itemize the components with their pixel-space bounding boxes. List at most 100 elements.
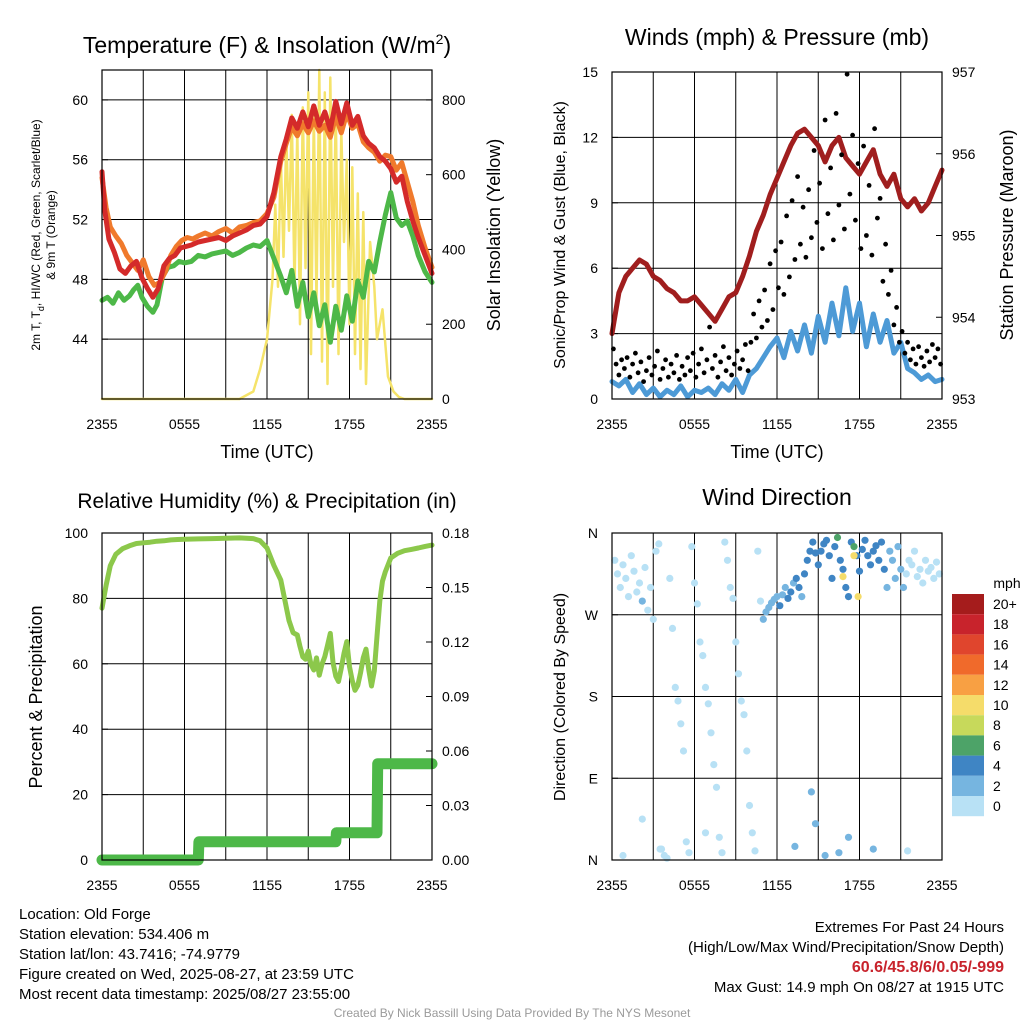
direction-point — [839, 565, 847, 573]
colorbar-label: 4 — [993, 758, 1001, 774]
gust-point — [820, 246, 825, 252]
direction-point — [897, 565, 905, 573]
direction-point — [745, 801, 754, 810]
gust-point — [908, 357, 913, 363]
direction-point — [787, 588, 795, 596]
colorbar-swatch — [952, 715, 984, 736]
y-tick-label-left: 9 — [590, 195, 598, 211]
gust-point — [839, 152, 844, 158]
gust-point — [814, 220, 820, 225]
station-info: Location: Old Forge Station elevation: 5… — [19, 905, 354, 1005]
direction-point — [646, 583, 655, 592]
gust-point — [679, 363, 685, 369]
direction-point — [638, 597, 646, 605]
colorbar-label: 10 — [993, 697, 1009, 713]
title-superscript: 2 — [436, 31, 444, 47]
direction-point — [877, 538, 886, 546]
gust-point — [831, 237, 836, 243]
y-tick-label-left: 0 — [80, 852, 88, 868]
x-tick-label: 2355 — [926, 877, 957, 893]
direction-point — [721, 538, 729, 546]
direction-point — [855, 567, 864, 575]
direction-point — [737, 697, 745, 705]
gust-point — [924, 348, 930, 354]
direction-point — [622, 574, 630, 583]
direction-point — [732, 638, 740, 646]
gust-point — [773, 248, 778, 254]
y-tick-label-left: 20 — [72, 787, 88, 803]
gust-point — [894, 305, 899, 310]
direction-point — [886, 547, 894, 555]
direction-point — [792, 574, 800, 583]
x-tick-label: 2355 — [596, 877, 627, 893]
gust-point — [674, 353, 679, 358]
elevation-text: Station elevation: 534.406 m — [19, 926, 210, 943]
x-tick-label: 0555 — [679, 877, 710, 893]
gust-point — [891, 322, 897, 328]
gust-point — [715, 374, 721, 380]
direction-point — [671, 683, 679, 692]
direction-point — [883, 583, 891, 592]
gust-point — [787, 274, 792, 280]
gust-point — [844, 71, 850, 77]
gust-point — [677, 377, 682, 382]
gust-point — [655, 348, 660, 354]
gust-point — [690, 350, 696, 356]
direction-point — [861, 536, 869, 544]
y-tick-label-left: 15 — [582, 64, 598, 80]
gust-point — [919, 355, 924, 360]
x-axis-label: Time (UTC) — [220, 442, 313, 462]
colorbar-swatch — [952, 695, 984, 716]
gust-point — [921, 363, 927, 369]
direction-point — [825, 552, 833, 560]
y-tick-label-left: 0 — [590, 391, 598, 407]
x-tick-label: 0555 — [169, 416, 200, 432]
y-tick-label-right: 400 — [442, 241, 466, 257]
chart-title: Winds (mph) & Pressure (mb) — [625, 24, 929, 50]
gust-point — [855, 161, 861, 167]
extremes-values: 60.6/45.8/6/0.05/-999 — [851, 959, 1004, 976]
y-tick-label-left: 52 — [72, 212, 88, 228]
gust-point — [770, 307, 776, 312]
colorbar-label: 0 — [993, 798, 1001, 814]
direction-point — [904, 847, 912, 855]
gust-point — [822, 117, 828, 123]
gust-point — [776, 285, 781, 291]
gust-point — [759, 324, 765, 330]
colorbar-label: 20+ — [993, 596, 1017, 612]
extremes-subtitle: (High/Low/Max Wind/Precipitation/Snow De… — [688, 939, 1004, 956]
x-tick-label: 2355 — [926, 416, 957, 432]
colorbar-label: 14 — [993, 657, 1009, 673]
direction-point — [836, 556, 844, 564]
y-tick-label-left: W — [585, 607, 599, 623]
direction-point — [927, 563, 935, 572]
direction-point — [930, 574, 938, 583]
gust-point — [666, 374, 671, 380]
x-tick-label: 1755 — [844, 416, 875, 432]
direction-point — [685, 849, 693, 857]
gust-point — [850, 132, 855, 138]
gust-point — [638, 359, 644, 365]
direction-point — [932, 558, 941, 566]
gust-point — [619, 357, 624, 363]
gust-point — [613, 361, 619, 367]
direction-point — [666, 574, 674, 583]
direction-point — [910, 547, 919, 555]
gust-point — [905, 339, 910, 345]
direction-point — [839, 573, 847, 581]
y-tick-label-left: 48 — [72, 271, 88, 287]
y-label-part: 2m T, T — [29, 310, 43, 350]
gust-point — [828, 165, 833, 171]
extremes-info: Extremes For Past 24 Hours (High/Low/Max… — [688, 918, 1004, 998]
colorbar-swatch — [952, 755, 984, 776]
direction-point — [701, 829, 710, 837]
direction-point — [822, 536, 831, 544]
direction-point — [894, 543, 902, 551]
extremes-title: Extremes For Past 24 Hours — [814, 919, 1004, 936]
y-tick-label-right: 0.18 — [442, 525, 469, 541]
direction-point — [902, 570, 910, 578]
y-tick-label-right: 200 — [442, 316, 466, 332]
direction-point — [888, 556, 897, 564]
gust-point — [699, 346, 704, 352]
